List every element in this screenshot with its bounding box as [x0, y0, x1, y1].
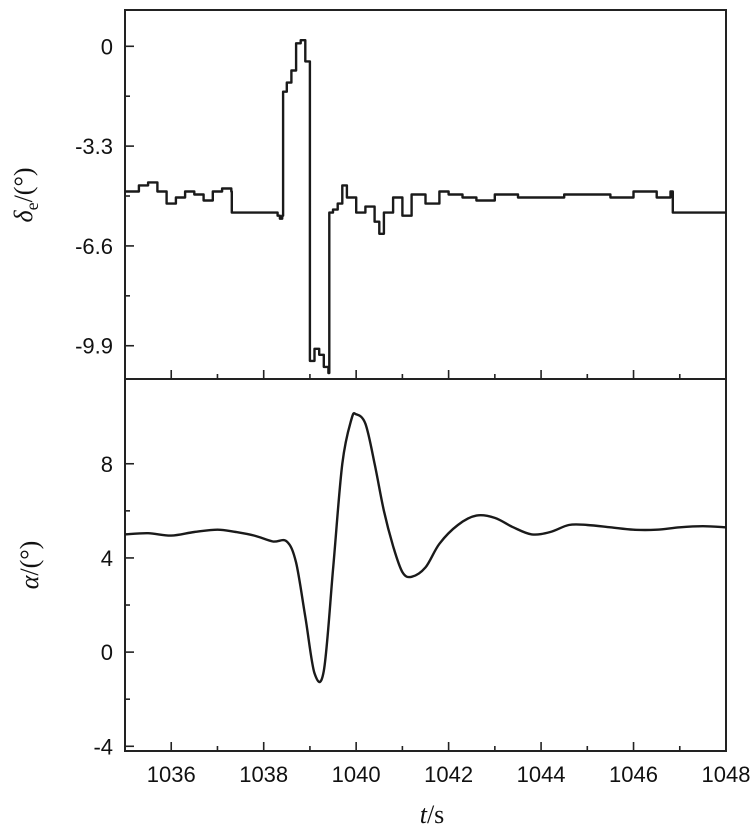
top-y-axis-label: δe/(°): [9, 167, 42, 222]
top-ytick-label: -3.3: [75, 134, 113, 159]
xtick-label: 1044: [517, 762, 566, 787]
series-line-elevator-deflection: [125, 39, 726, 375]
x-axis-label: t/s: [420, 800, 445, 829]
xtick-label: 1040: [332, 762, 381, 787]
top-ytick-label: 0: [101, 34, 113, 59]
xtick-label: 1036: [147, 762, 196, 787]
bottom-panel-ticks: 8 4 0 -4 1036 1038 1040 1042 1044 1046 1048: [93, 452, 750, 787]
xtick-label: 1042: [424, 762, 473, 787]
xtick-label: 1038: [239, 762, 288, 787]
bottom-ytick-label: -4: [93, 734, 113, 759]
xtick-label: 1046: [609, 762, 658, 787]
bottom-ytick-label: 8: [101, 452, 113, 477]
series-line-angle-of-attack: [124, 412, 727, 684]
bottom-ytick-label: 0: [101, 640, 113, 665]
top-ytick-label: -6.6: [75, 234, 113, 259]
top-ytick-label: -9.9: [75, 334, 113, 359]
bottom-panel-frame: [124, 378, 727, 752]
top-panel-ticks: 0 -3.3 -6.6 -9.9: [75, 34, 727, 379]
bottom-ytick-label: 4: [101, 546, 113, 571]
bottom-y-axis-label: α/(°): [15, 541, 44, 590]
xtick-label: 1048: [702, 762, 750, 787]
